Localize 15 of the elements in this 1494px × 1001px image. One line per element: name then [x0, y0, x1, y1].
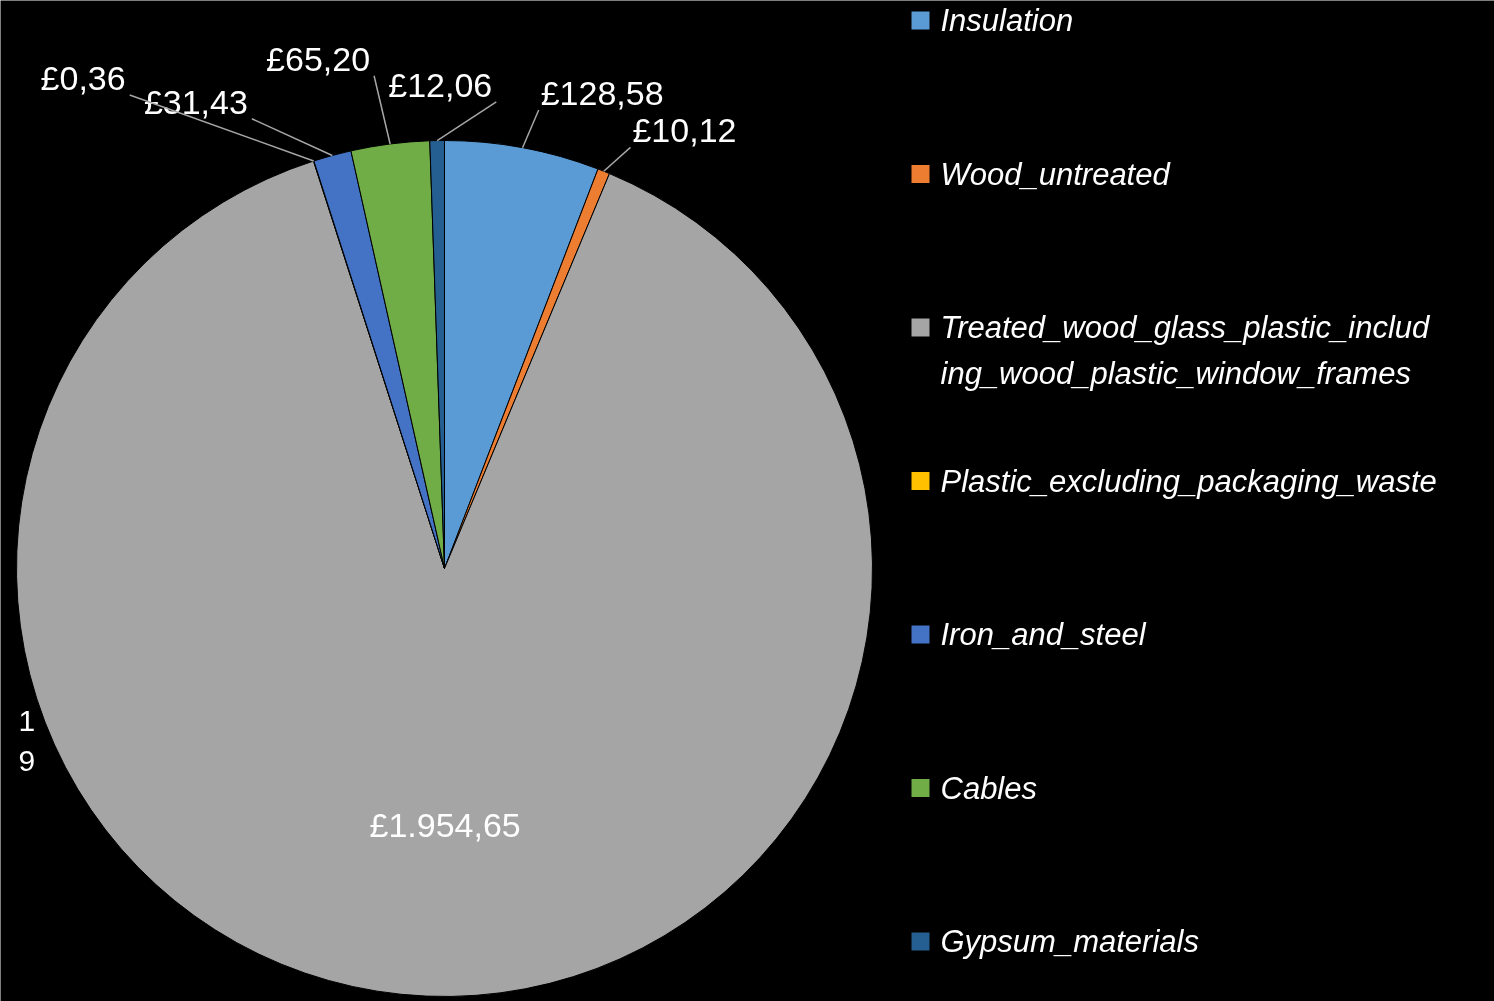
data-label: £65,20: [266, 39, 371, 78]
legend-label: Plastic_excluding_packaging_waste: [940, 463, 1437, 499]
legend-label: Gypsum_materials: [940, 924, 1199, 959]
data-label: £12,06: [388, 65, 493, 104]
data-label: £31,43: [143, 82, 248, 121]
data-label: £10,12: [632, 111, 737, 150]
legend-label: Iron_and_steel: [940, 617, 1147, 652]
data-label: £1.954,65: [369, 806, 521, 845]
legend-label: Wood_untreated: [940, 156, 1172, 192]
legend-label: Cables: [940, 770, 1037, 806]
text: 1 9: [18, 704, 36, 777]
data-label: £128,58: [540, 73, 664, 112]
legend-label: Treated_wood_glass_plastic_including_wood_plastic_window_frames: [940, 310, 1432, 391]
data-label: £0,36: [40, 59, 126, 97]
legend-label: Insulation: [940, 3, 1074, 38]
